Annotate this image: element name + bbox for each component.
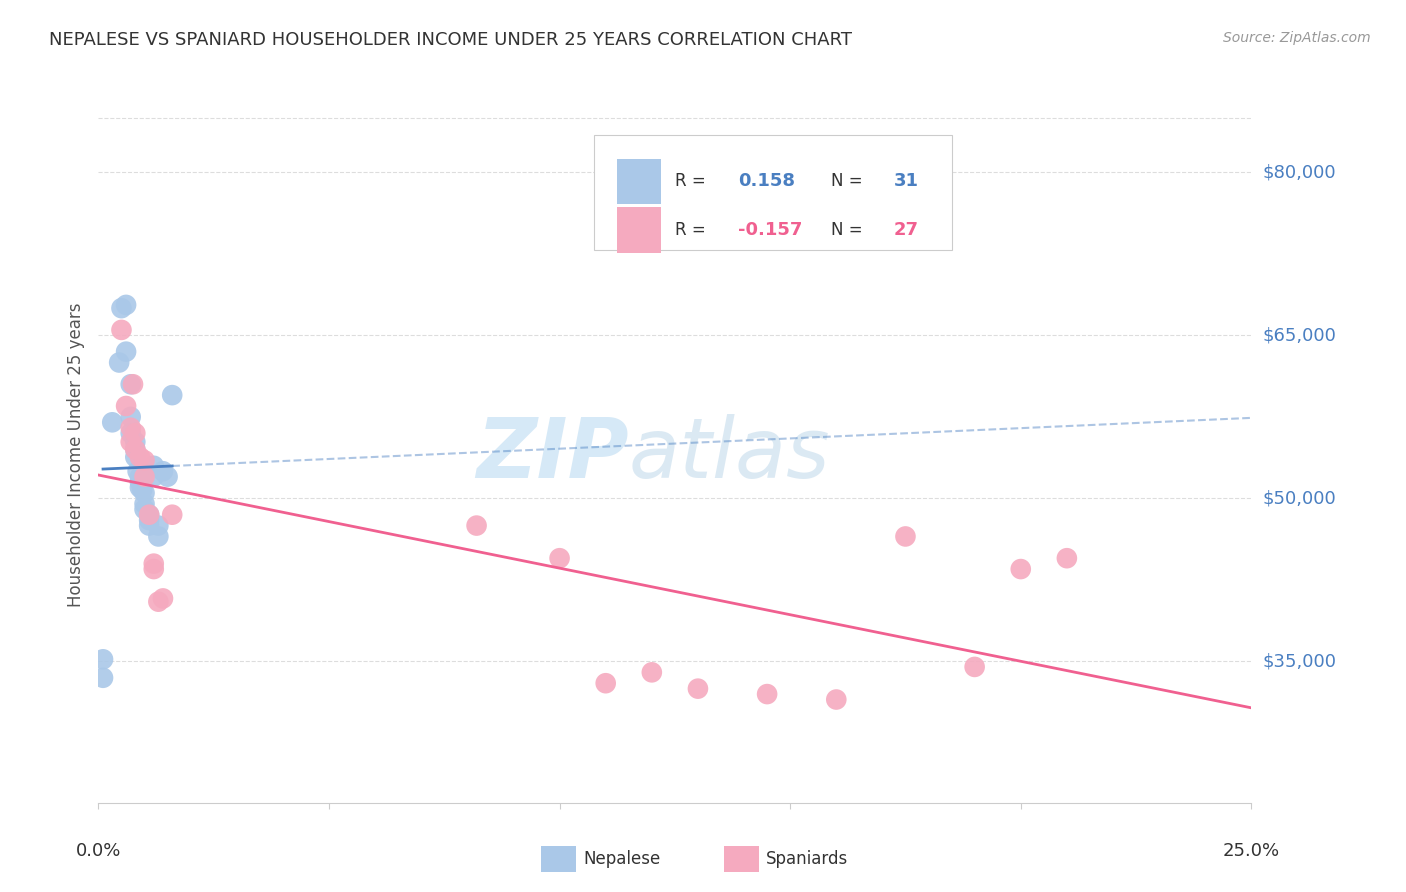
Point [124,442,146,457]
Point [148,529,170,543]
Text: 25.0%: 25.0% [1223,842,1279,860]
Text: N =: N = [831,172,868,191]
Point [108,355,131,369]
Point [122,377,145,392]
Point [91,671,114,685]
Point [120,426,142,441]
Text: Spaniards: Spaniards [766,850,848,868]
Text: 27: 27 [894,221,920,239]
Point [825,692,848,706]
Point [142,458,165,473]
Point [138,508,160,522]
FancyBboxPatch shape [595,135,952,250]
Point [124,434,146,449]
Point [686,681,709,696]
Point [129,469,152,483]
Text: $35,000: $35,000 [1263,652,1337,671]
Point [641,665,664,680]
Point [129,475,152,489]
Text: 0.0%: 0.0% [76,842,121,860]
Point [152,591,174,606]
FancyBboxPatch shape [617,159,661,204]
Text: N =: N = [831,221,868,239]
Point [148,518,170,533]
Point [156,469,179,483]
Text: $50,000: $50,000 [1263,490,1336,508]
Point [124,450,146,464]
Point [595,676,617,690]
Point [134,497,156,511]
Point [120,434,142,449]
Point [129,481,152,495]
Text: -0.157: -0.157 [738,221,803,239]
Point [115,298,138,312]
Point [465,518,488,533]
Point [142,469,165,483]
Point [138,518,160,533]
Text: 0.158: 0.158 [738,172,796,191]
Point [131,483,153,497]
Text: Nepalese: Nepalese [583,850,661,868]
Point [115,344,138,359]
Point [120,409,142,424]
Point [142,557,165,571]
Point [134,453,156,467]
Point [1056,551,1078,566]
Text: $80,000: $80,000 [1263,163,1336,181]
Point [110,323,132,337]
Point [115,399,138,413]
Point [120,421,142,435]
Text: R =: R = [675,172,711,191]
Point [127,464,149,478]
Point [142,562,165,576]
Point [152,464,174,478]
Text: ZIP: ZIP [477,415,628,495]
Point [138,508,160,522]
Point [756,687,779,701]
Point [110,301,132,315]
Text: NEPALESE VS SPANIARD HOUSEHOLDER INCOME UNDER 25 YEARS CORRELATION CHART: NEPALESE VS SPANIARD HOUSEHOLDER INCOME … [49,31,852,49]
Point [894,529,917,543]
Point [124,426,146,441]
Text: Source: ZipAtlas.com: Source: ZipAtlas.com [1223,31,1371,45]
Point [548,551,571,566]
Point [91,652,114,666]
Point [160,508,183,522]
Text: atlas: atlas [628,415,831,495]
Point [138,513,160,527]
Y-axis label: Householder Income Under 25 years: Householder Income Under 25 years [66,302,84,607]
Point [129,450,152,464]
Point [124,442,146,457]
Point [134,486,156,500]
Point [160,388,183,402]
Point [963,660,986,674]
Point [1010,562,1032,576]
Point [120,377,142,392]
Text: $65,000: $65,000 [1263,326,1336,344]
FancyBboxPatch shape [617,208,661,252]
Point [134,502,156,516]
Point [101,415,124,429]
Point [134,469,156,483]
Text: 31: 31 [894,172,920,191]
Point [148,595,170,609]
Text: R =: R = [675,221,711,239]
